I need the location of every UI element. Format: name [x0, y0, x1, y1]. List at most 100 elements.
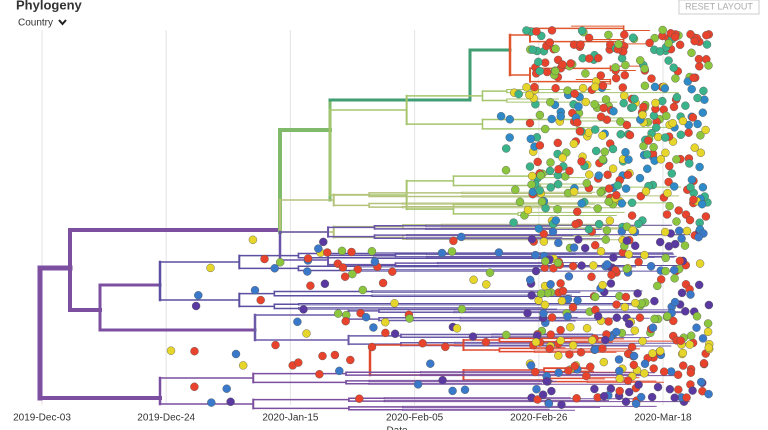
tip	[671, 74, 680, 83]
tip	[644, 136, 653, 145]
tip	[535, 66, 544, 76]
tip	[539, 237, 549, 246]
tip	[670, 32, 680, 42]
tip	[650, 314, 659, 324]
tip	[547, 386, 556, 396]
tip	[665, 201, 674, 211]
tip	[601, 235, 610, 244]
tip	[293, 317, 302, 326]
tip	[568, 303, 578, 312]
tip	[634, 380, 643, 389]
tip	[661, 133, 670, 142]
tip	[636, 56, 645, 65]
tip	[533, 395, 542, 404]
tip	[590, 384, 599, 394]
tip	[621, 184, 631, 193]
tip	[661, 148, 670, 158]
tip	[592, 146, 601, 156]
tip	[509, 218, 518, 227]
reset-button-label[interactable]: RESET LAYOUT	[685, 1, 753, 11]
tip	[670, 297, 680, 307]
tip	[546, 97, 555, 107]
tip	[650, 296, 659, 306]
tip	[694, 232, 703, 242]
x-tick-label: 2020-Feb-05	[386, 413, 444, 424]
tip	[623, 376, 633, 385]
tip	[647, 392, 657, 402]
tip	[590, 82, 600, 92]
tip	[591, 292, 600, 302]
tip	[634, 257, 643, 267]
tip	[207, 398, 216, 407]
tip	[640, 64, 649, 73]
color-by-dropdown[interactable]: Country	[18, 18, 53, 29]
tip	[591, 240, 600, 250]
tip	[547, 114, 556, 124]
tip	[546, 280, 555, 289]
tip	[674, 385, 683, 394]
tip	[620, 302, 629, 312]
tip	[643, 164, 652, 174]
tip	[611, 73, 621, 83]
tip	[648, 323, 658, 332]
tip	[698, 334, 708, 343]
tip	[618, 83, 627, 92]
tip	[660, 84, 670, 93]
tip	[638, 336, 647, 346]
tip	[231, 349, 241, 359]
tip	[655, 47, 665, 56]
tip	[554, 368, 563, 377]
tip	[682, 393, 691, 402]
tip	[607, 270, 616, 279]
tip	[557, 296, 567, 306]
tip	[526, 361, 536, 370]
tip	[601, 335, 610, 345]
tip	[685, 215, 695, 225]
tip	[566, 59, 575, 68]
tip	[535, 186, 544, 195]
tip	[606, 279, 616, 288]
tips	[166, 25, 714, 409]
tip	[319, 237, 328, 247]
tip	[625, 130, 635, 140]
tip	[318, 351, 327, 361]
tip	[699, 359, 709, 368]
tip	[696, 131, 705, 140]
tip	[653, 281, 662, 291]
tip	[600, 147, 609, 157]
tip	[448, 386, 457, 396]
tip	[672, 93, 682, 102]
tip	[502, 144, 511, 153]
tip	[680, 241, 690, 250]
tip	[577, 199, 586, 208]
tip	[381, 328, 390, 338]
dropdown-caret[interactable]	[58, 19, 67, 26]
tip	[548, 227, 558, 236]
tip	[502, 330, 511, 340]
tip	[637, 392, 646, 402]
tip	[648, 349, 657, 358]
tip	[661, 253, 670, 263]
tip	[635, 313, 645, 322]
tip	[544, 399, 554, 408]
tip	[704, 300, 714, 310]
tip	[563, 312, 572, 321]
reset-button[interactable]	[678, 0, 760, 15]
tip	[678, 116, 688, 126]
tip	[611, 63, 620, 72]
tip	[695, 259, 705, 268]
tip	[612, 300, 621, 309]
tip	[582, 324, 592, 333]
tip	[355, 394, 364, 403]
tip	[699, 86, 708, 96]
tip	[630, 94, 639, 104]
tip	[622, 120, 632, 130]
tip	[663, 312, 672, 321]
x-tick-label: 2020-Mar-18	[634, 413, 692, 424]
tip	[612, 313, 621, 322]
tip	[642, 150, 652, 159]
tip	[622, 264, 631, 274]
tip	[564, 272, 574, 281]
tip	[546, 158, 555, 167]
tip	[556, 325, 565, 335]
